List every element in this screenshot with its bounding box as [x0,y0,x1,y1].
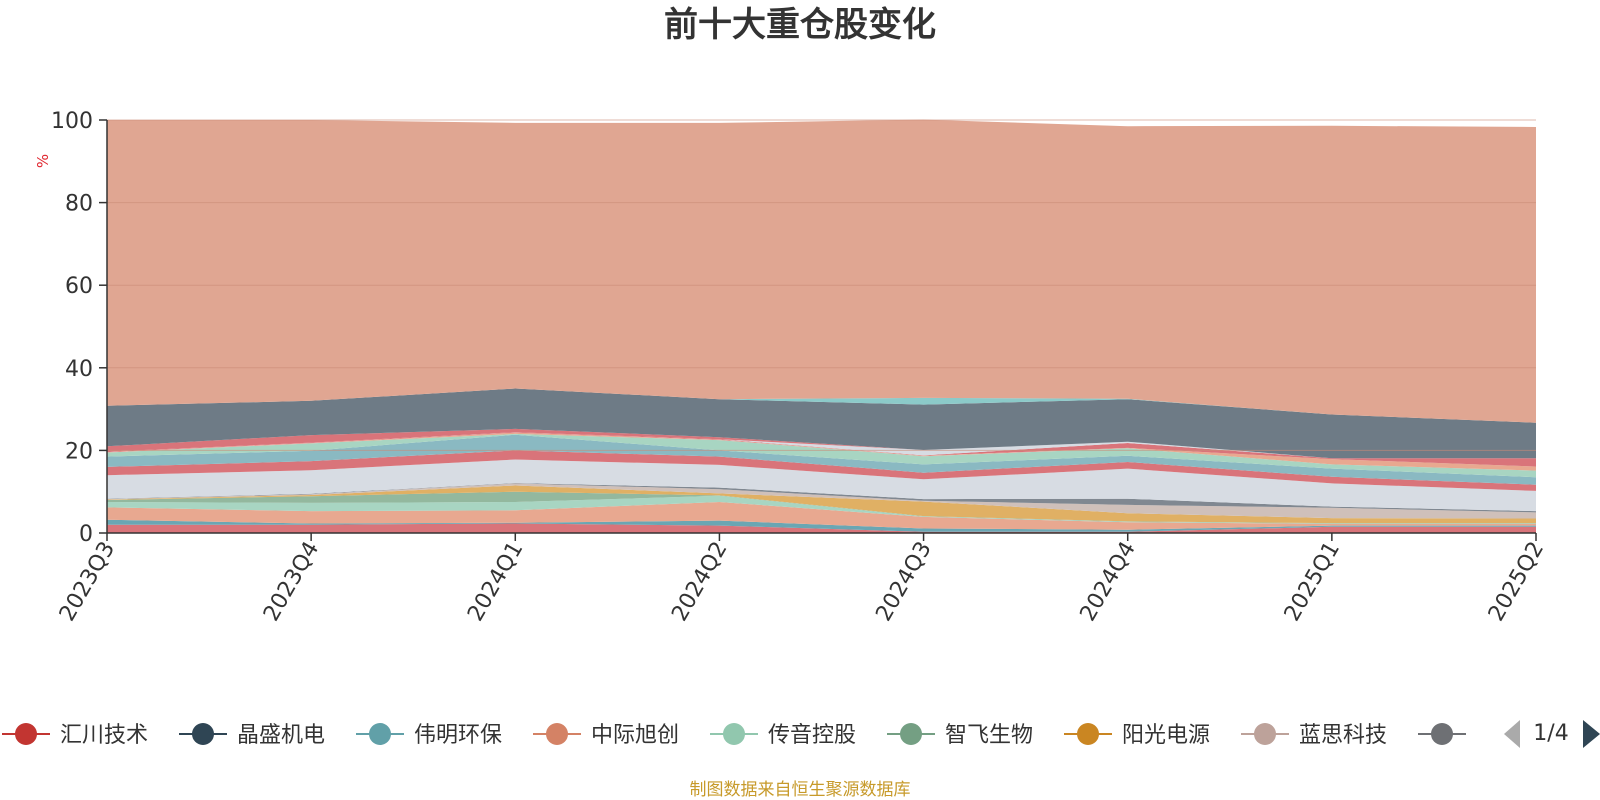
area-series-19 [107,119,1536,423]
y-tick-label: 80 [65,192,93,217]
area-series-1 [107,523,1536,533]
circle-marker-icon [900,723,922,745]
circle-marker-icon [1254,723,1276,745]
area-series-2 [107,519,1536,532]
circle-marker-icon [192,723,214,745]
x-tick-label: 2024Q2 [667,538,732,626]
legend-item[interactable]: 伟明环保 [356,723,502,748]
legend-item[interactable]: 中际旭创 [533,723,679,748]
legend-label: 中际旭创 [591,723,679,748]
legend-page-indicator: 1/4 [1533,721,1568,746]
legend-label: 汇川技术 [60,723,148,748]
circle-marker-icon [15,723,37,745]
x-tick-label: 2024Q3 [871,538,936,626]
circle-marker-icon [1077,723,1099,745]
area-series-7 [107,483,1536,519]
area-series-4 [107,495,1536,524]
legend: 汇川技术 晶盛机电 伟明环保 中际旭创 传音控股 智飞生物 阳光电源 蓝思科技 [2,723,1466,748]
legend-item[interactable]: 汇川技术 [2,723,148,748]
x-tick-label: 2025Q1 [1280,538,1345,626]
circle-marker-icon [369,723,391,745]
x-tick-label: 2025Q2 [1484,538,1549,626]
y-axis-unit: % [34,154,52,168]
legend-item[interactable]: 阳光电源 [1064,723,1210,748]
legend-label: 蓝思科技 [1299,723,1387,748]
legend-label: 传音控股 [768,723,856,748]
area-series-17 [107,388,1536,459]
legend-item[interactable] [1418,723,1466,745]
triangle-left-icon[interactable] [1504,720,1520,748]
area-series-5 [107,491,1536,524]
area-series-11 [107,434,1536,485]
area-series-10 [107,450,1536,491]
y-tick-label: 0 [79,522,93,547]
triangle-right-icon[interactable] [1583,720,1600,748]
data-source-note: 制图数据来自恒生聚源数据库 [690,780,911,800]
y-tick-label: 60 [65,274,93,299]
grid-lines [107,119,1536,451]
x-tick-label: 2024Q4 [1076,538,1141,626]
y-tick-label: 100 [51,109,93,134]
legend-item[interactable]: 晶盛机电 [179,723,325,748]
area-series-group [107,119,1536,533]
legend-item[interactable]: 智飞生物 [887,723,1033,748]
legend-label: 智飞生物 [945,723,1033,748]
area-series-9 [107,459,1536,512]
legend-label: 晶盛机电 [237,723,325,748]
area-series-3 [107,502,1536,530]
area-series-12 [107,433,1536,478]
area-series-15 [107,432,1536,459]
legend-label: 阳光电源 [1122,723,1210,748]
legend-item[interactable]: 传音控股 [710,723,856,748]
circle-marker-icon [1431,723,1453,745]
x-tick-label: 2023Q3 [55,538,120,626]
x-tick-label: 2024Q1 [463,538,528,626]
y-tick-label: 20 [65,439,93,464]
chart-title: 前十大重仓股变化 [664,5,936,45]
area-series-8 [107,483,1536,513]
legend-label: 伟明环保 [414,723,502,748]
area-series-6 [107,485,1536,524]
x-tick-label: 2023Q4 [259,538,324,626]
circle-marker-icon [546,723,568,745]
legend-item[interactable]: 蓝思科技 [1241,723,1387,748]
circle-marker-icon [723,723,745,745]
y-tick-label: 40 [65,357,93,382]
legend-pager: 1/4 [1504,720,1600,748]
